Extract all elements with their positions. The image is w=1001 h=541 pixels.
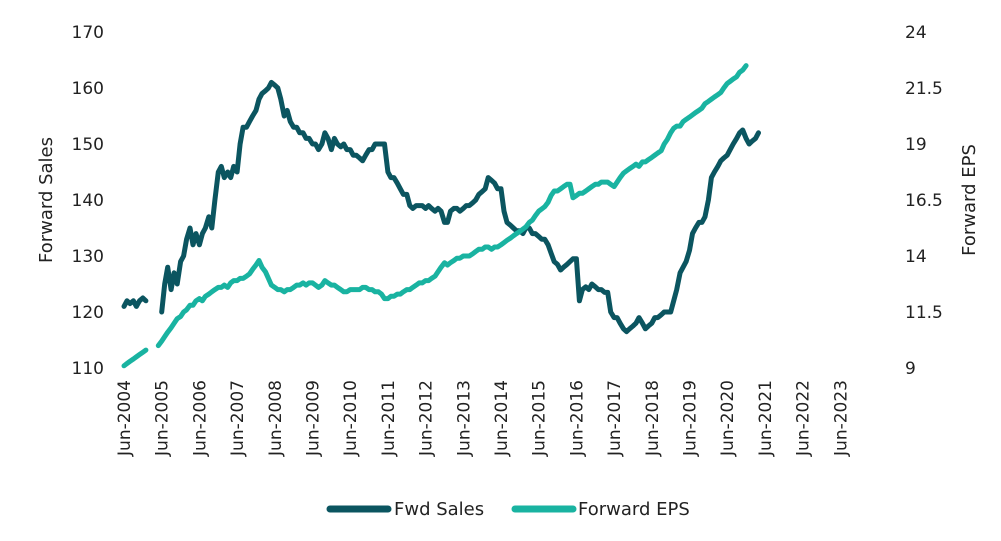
x-tick-label: Jun-2023: [831, 380, 851, 457]
x-tick-label: Jun-2005: [153, 380, 173, 457]
x-tick-label: Jun-2007: [228, 380, 248, 457]
x-tick-label: Jun-2019: [681, 380, 701, 457]
plot-lines: [121, 63, 761, 369]
x-tick-label: Jun-2010: [341, 380, 361, 457]
left-tick-label: 170: [72, 23, 104, 43]
series-line-fwd-sales: [159, 79, 761, 335]
x-tick-label: Jun-2006: [190, 380, 210, 457]
right-tick-label: 14: [905, 247, 927, 267]
left-tick-label: 160: [72, 79, 104, 99]
series-line-fwd-sales: [121, 295, 149, 309]
right-tick-label: 16.5: [905, 191, 943, 211]
left-axis-ticks: 110 120 130 140 150 160 170: [72, 23, 104, 379]
right-tick-label: 11.5: [905, 303, 943, 323]
right-tick-label: 24: [905, 23, 927, 43]
right-axis-ticks: 9 11.5 14 16.5 19 21.5 24: [905, 23, 943, 379]
left-tick-label: 120: [72, 303, 104, 323]
left-axis-title: Forward Sales: [36, 137, 57, 263]
legend: Fwd Sales Forward EPS: [326, 499, 690, 520]
x-tick-label: Jun-2009: [304, 380, 324, 457]
x-tick-label: Jun-2018: [643, 380, 663, 457]
right-tick-label: 9: [905, 359, 916, 379]
left-tick-label: 150: [72, 135, 104, 155]
x-tick-label: Jun-2021: [756, 380, 776, 457]
x-tick-label: Jun-2016: [567, 380, 587, 457]
left-tick-label: 140: [72, 191, 104, 211]
right-tick-label: 19: [905, 135, 927, 155]
series-line-forward-eps: [121, 347, 149, 369]
x-tick-label: Jun-2015: [530, 380, 550, 457]
x-tick-label: Jun-2011: [379, 380, 399, 457]
x-tick-label: Jun-2004: [115, 380, 135, 457]
x-tick-label: Jun-2020: [718, 380, 738, 457]
right-axis-title: Forward EPS: [959, 144, 980, 256]
left-tick-label: 130: [72, 247, 104, 267]
x-tick-label: Jun-2013: [454, 380, 474, 457]
legend-label-fwd-sales: Fwd Sales: [394, 499, 484, 520]
right-tick-label: 21.5: [905, 79, 943, 99]
x-axis-ticks: Jun-2004 Jun-2005 Jun-2006 Jun-2007 Jun-2008…: [115, 380, 851, 457]
series-line-forward-eps: [155, 63, 749, 349]
x-tick-label: Jun-2014: [492, 380, 512, 457]
x-tick-label: Jun-2012: [417, 380, 437, 457]
x-tick-label: Jun-2008: [266, 380, 286, 457]
x-tick-label: Jun-2017: [605, 380, 625, 457]
x-tick-label: Jun-2022: [794, 380, 814, 457]
left-tick-label: 110: [72, 359, 104, 379]
legend-label-forward-eps: Forward EPS: [578, 499, 690, 520]
